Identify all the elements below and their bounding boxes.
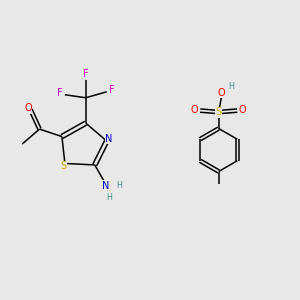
Text: O: O [239,105,246,115]
Text: S: S [216,107,222,117]
Text: H: H [228,82,234,91]
Text: F: F [57,88,62,98]
Text: O: O [191,105,199,115]
Text: O: O [218,88,226,98]
Text: S: S [60,161,67,171]
Text: N: N [102,181,110,191]
Text: F: F [109,85,115,95]
Text: H: H [116,181,122,190]
Text: N: N [105,134,113,144]
Text: H: H [106,193,112,202]
Text: F: F [83,69,88,79]
Text: O: O [24,103,32,113]
